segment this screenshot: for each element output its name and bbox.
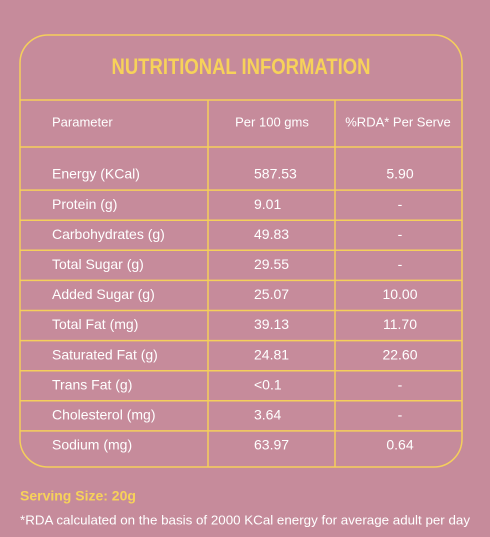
cell-value: <0.1 xyxy=(254,376,282,392)
cell-value: 3.64 xyxy=(254,407,281,423)
cell-value: 29.55 xyxy=(254,256,289,272)
cell-value: - xyxy=(398,196,403,212)
parameter-name: Saturated Fat (g) xyxy=(52,346,158,362)
cell-value: 10.00 xyxy=(382,286,417,302)
cell-value: 9.01 xyxy=(254,196,281,212)
cell-value: 25.07 xyxy=(254,286,289,302)
column-header: %RDA* Per Serve xyxy=(345,114,450,129)
title: NUTRITIONAL INFORMATION xyxy=(112,54,371,79)
footnote: *RDA calculated on the basis of 2000 KCa… xyxy=(20,512,471,527)
cell-value: 11.70 xyxy=(383,316,417,332)
parameter-name: Sodium (mg) xyxy=(52,437,132,453)
parameter-name: Carbohydrates (g) xyxy=(52,226,165,242)
cell-value: - xyxy=(398,407,403,423)
parameter-name: Added Sugar (g) xyxy=(52,286,155,302)
cell-value: 0.64 xyxy=(386,437,413,453)
column-header: Parameter xyxy=(52,114,113,129)
parameter-name: Energy (KCal) xyxy=(52,166,140,182)
parameter-name: Protein (g) xyxy=(52,196,117,212)
cell-value: 24.81 xyxy=(254,346,289,362)
parameter-name: Total Fat (mg) xyxy=(52,316,138,332)
cell-value: 5.90 xyxy=(386,166,413,182)
column-header: Per 100 gms xyxy=(235,114,309,129)
cell-value: 49.83 xyxy=(254,226,289,242)
cell-value: - xyxy=(398,226,403,242)
cell-value: - xyxy=(398,256,403,272)
cell-value: 63.97 xyxy=(254,437,289,453)
serving-size: Serving Size: 20g xyxy=(20,488,136,504)
cell-value: - xyxy=(398,376,403,392)
parameter-name: Trans Fat (g) xyxy=(52,376,132,392)
parameter-name: Total Sugar (g) xyxy=(52,256,144,272)
cell-value: 22.60 xyxy=(382,346,417,362)
cell-value: 39.13 xyxy=(254,316,289,332)
cell-value: 587.53 xyxy=(254,166,297,182)
parameter-name: Cholesterol (mg) xyxy=(52,407,155,423)
